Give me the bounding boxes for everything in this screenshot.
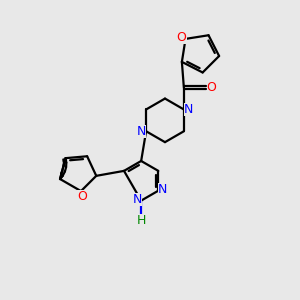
Text: N: N <box>136 125 146 138</box>
Text: H: H <box>136 214 146 227</box>
Text: N: N <box>158 183 167 196</box>
Text: N: N <box>184 103 194 116</box>
Text: O: O <box>77 190 87 202</box>
Text: N: N <box>133 193 142 206</box>
Text: O: O <box>177 32 187 44</box>
Text: O: O <box>207 81 217 94</box>
